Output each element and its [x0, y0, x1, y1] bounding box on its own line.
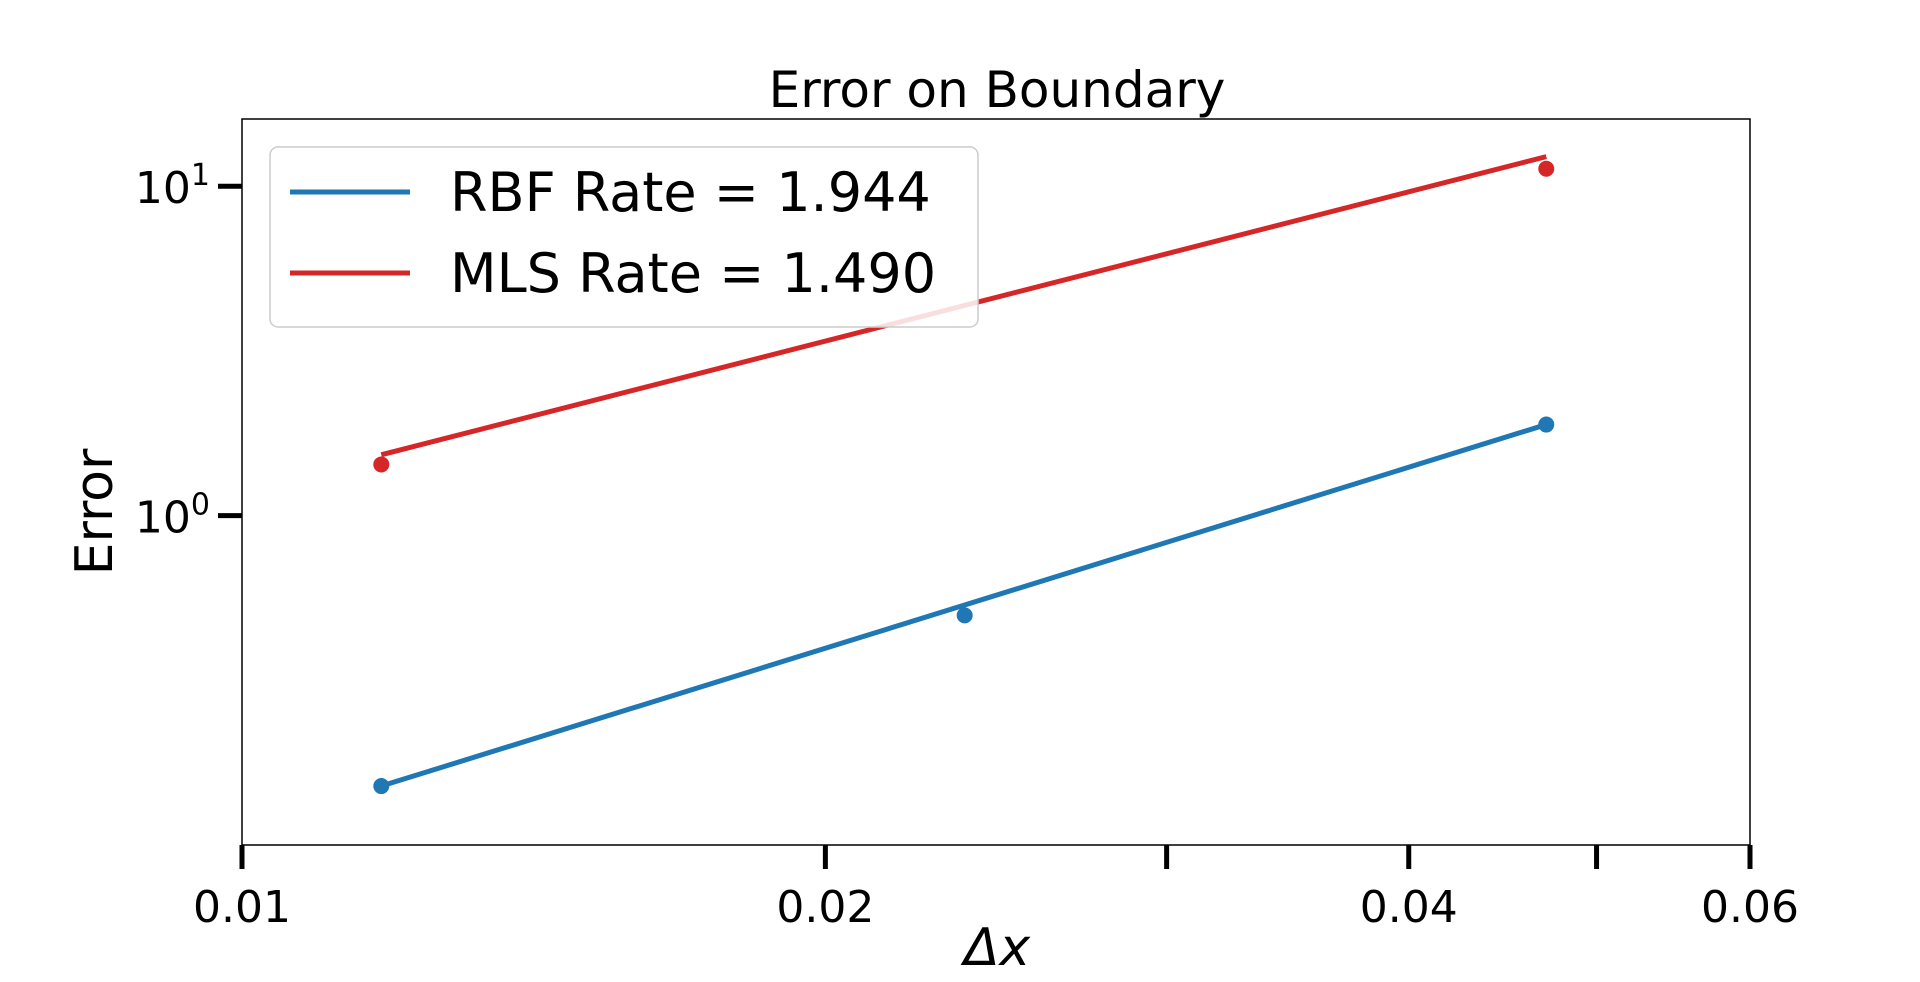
- legend-box: [269, 146, 979, 328]
- data-point: [373, 456, 390, 473]
- y-axis-label: Error: [65, 448, 125, 575]
- y-tick-label: 100: [135, 488, 210, 544]
- axes-frame: [241, 118, 1751, 846]
- x-tick-label: 0.02: [776, 882, 874, 933]
- legend-label: MLS Rate = 1.490: [450, 242, 936, 305]
- x-tick-label: 0.01: [193, 882, 291, 933]
- y-tick-label: 101: [135, 158, 210, 214]
- series-line: [380, 422, 1548, 789]
- x-axis-label: Δx: [960, 918, 1032, 978]
- legend: RBF Rate = 1.944 MLS Rate = 1.490: [269, 146, 979, 328]
- x-tick-label: 0.04: [1360, 882, 1458, 933]
- legend-label: RBF Rate = 1.944: [450, 161, 931, 224]
- data-point: [373, 778, 390, 795]
- x-tick-label: 0.06: [1701, 882, 1799, 933]
- data-point: [956, 607, 973, 624]
- data-point: [1538, 160, 1555, 177]
- series-rbf: [373, 416, 1555, 795]
- data-point: [1538, 416, 1555, 433]
- chart-title: Error on Boundary: [769, 61, 1226, 119]
- plot-area: 0.01 0.02 0.04 0.06 100 101 RBF Rate = 1.944 ML…: [135, 118, 1799, 933]
